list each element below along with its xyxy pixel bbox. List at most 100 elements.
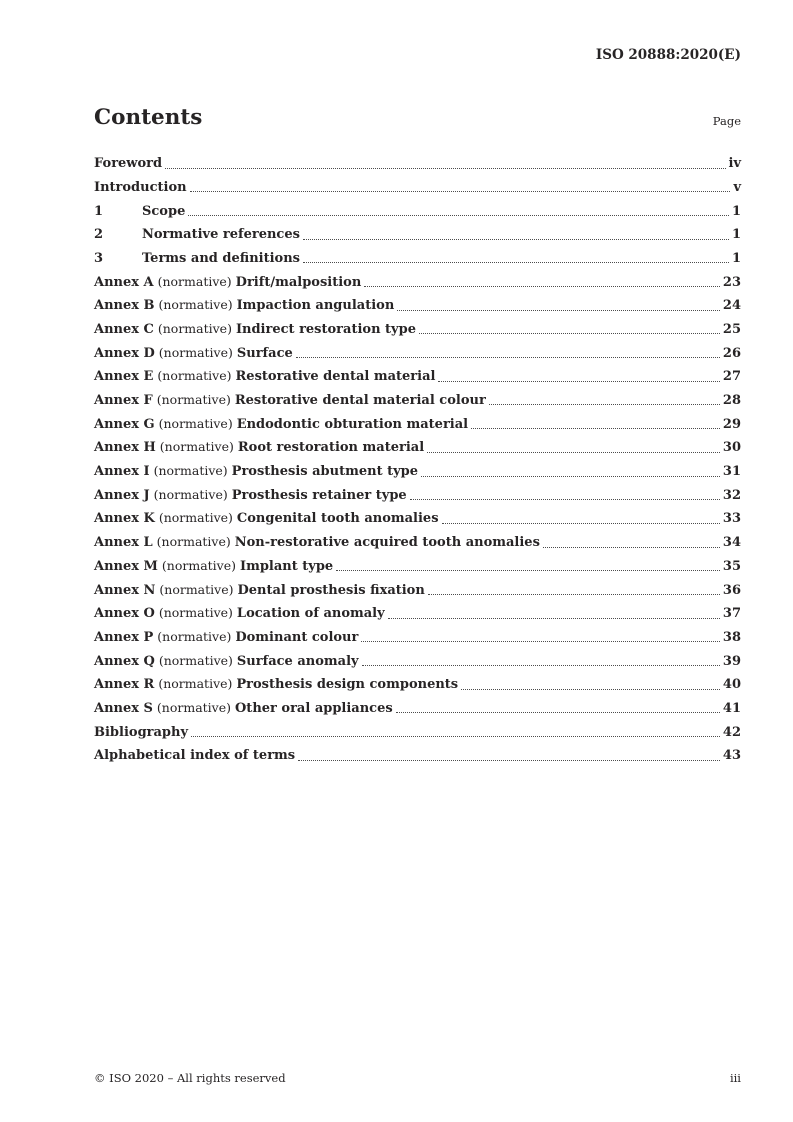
dotted-leader bbox=[189, 191, 731, 193]
toc-entry-page-number: 26 bbox=[722, 345, 741, 361]
toc-entry[interactable]: Annex B (normative) Impaction angulation… bbox=[94, 291, 741, 315]
toc-entry[interactable]: Annex E (normative) Restorative dental m… bbox=[94, 362, 741, 386]
toc-entry[interactable]: Bibliography 42 bbox=[94, 717, 741, 741]
toc-list: Foreword iv Introduction v 1 Scope 1 2 Nor… bbox=[94, 148, 741, 764]
copyright-notice: © ISO 2020 – All rights reserved bbox=[94, 1071, 286, 1086]
dotted-leader bbox=[397, 309, 720, 311]
dotted-leader bbox=[295, 357, 720, 359]
toc-entry-label: Annex L (normative) Non-restorative acqu… bbox=[94, 534, 540, 551]
toc-entry-page-number: 29 bbox=[722, 416, 741, 432]
toc-entry-page-number: 38 bbox=[722, 629, 741, 645]
toc-entry-label: 3 Terms and definitions bbox=[94, 250, 300, 266]
dotted-leader bbox=[336, 570, 720, 572]
toc-entry[interactable]: Annex D (normative) Surface 26 bbox=[94, 338, 741, 362]
toc-entry-label: 2 Normative references bbox=[94, 227, 300, 243]
dotted-leader bbox=[421, 475, 720, 477]
toc-entry-page-number: 41 bbox=[722, 700, 741, 716]
contents-header: Contents Page bbox=[94, 104, 741, 130]
toc-entry-label: Annex N (normative) Dental prosthesis fi… bbox=[94, 581, 425, 598]
page-column-label: Page bbox=[712, 113, 741, 128]
toc-entry-page-number: 39 bbox=[722, 653, 741, 669]
toc-entry-label: Annex F (normative) Restorative dental m… bbox=[94, 392, 486, 409]
toc-entry-label: Annex D (normative) Surface bbox=[94, 344, 293, 361]
toc-entry-label: Annex C (normative) Indirect restoration… bbox=[94, 320, 416, 337]
toc-entry-label: Annex J (normative) Prosthesis retainer … bbox=[94, 486, 407, 503]
toc-entry-label: Annex E (normative) Restorative dental m… bbox=[94, 368, 436, 385]
toc-entry[interactable]: 2 Normative references 1 bbox=[94, 219, 741, 243]
toc-entry[interactable]: Annex H (normative) Root restoration mat… bbox=[94, 433, 741, 457]
toc-entry-label: Bibliography bbox=[94, 724, 189, 740]
toc-entry-label: Introduction bbox=[94, 179, 187, 195]
toc-entry[interactable]: Annex P (normative) Dominant colour 38 bbox=[94, 622, 741, 646]
dotted-leader bbox=[488, 404, 720, 406]
toc-entry[interactable]: Annex K (normative) Congenital tooth ano… bbox=[94, 504, 741, 528]
toc-entry-page-number: 33 bbox=[722, 511, 741, 527]
dotted-leader bbox=[461, 688, 720, 690]
toc-entry-page-number: 34 bbox=[722, 535, 741, 551]
dotted-leader bbox=[418, 333, 720, 335]
toc-entry[interactable]: Annex L (normative) Non-restorative acqu… bbox=[94, 527, 741, 551]
toc-entry[interactable]: Annex M (normative) Implant type 35 bbox=[94, 551, 741, 575]
toc-entry[interactable]: Annex S (normative) Other oral appliance… bbox=[94, 693, 741, 717]
dotted-leader bbox=[395, 712, 720, 714]
page-footer: © ISO 2020 – All rights reserved iii bbox=[94, 1071, 741, 1086]
dotted-leader bbox=[361, 665, 720, 667]
page-number: iii bbox=[729, 1071, 741, 1086]
toc-entry-label: Annex P (normative) Dominant colour bbox=[94, 628, 359, 645]
toc-entry[interactable]: 3 Terms and definitions 1 bbox=[94, 243, 741, 267]
toc-entry[interactable]: Annex R (normative) Prosthesis design co… bbox=[94, 670, 741, 694]
toc-entry-label: Annex O (normative) Location of anomaly bbox=[94, 605, 385, 622]
toc-entry[interactable]: Annex N (normative) Dental prosthesis fi… bbox=[94, 575, 741, 599]
toc-entry-page-number: 40 bbox=[722, 677, 741, 693]
dotted-leader bbox=[302, 238, 729, 240]
toc-entry-page-number: 1 bbox=[731, 227, 741, 243]
toc-entry[interactable]: Annex Q (normative) Surface anomaly 39 bbox=[94, 646, 741, 670]
toc-entry-page-number: 28 bbox=[722, 393, 741, 409]
toc-entry-page-number: 27 bbox=[722, 369, 741, 385]
dotted-leader bbox=[364, 286, 720, 288]
dotted-leader bbox=[191, 736, 720, 738]
toc-entry[interactable]: Annex F (normative) Restorative dental m… bbox=[94, 385, 741, 409]
dotted-leader bbox=[471, 428, 720, 430]
toc-entry-label: Annex S (normative) Other oral appliance… bbox=[94, 699, 393, 716]
toc-entry[interactable]: Annex I (normative) Prosthesis abutment … bbox=[94, 456, 741, 480]
toc-entry[interactable]: Annex O (normative) Location of anomaly … bbox=[94, 598, 741, 622]
dotted-leader bbox=[361, 641, 720, 643]
toc-entry-page-number: 32 bbox=[722, 487, 741, 503]
toc-entry-label: Annex A (normative) Drift/malposition bbox=[94, 273, 362, 290]
toc-entry[interactable]: Annex J (normative) Prosthesis retainer … bbox=[94, 480, 741, 504]
dotted-leader bbox=[441, 522, 720, 524]
toc-entry-label: Foreword bbox=[94, 156, 163, 172]
toc-entry-label: Annex H (normative) Root restoration mat… bbox=[94, 439, 425, 456]
toc-entry[interactable]: 1 Scope 1 bbox=[94, 196, 741, 220]
page-content: ISO 20888:2020(E) Contents Page Foreword… bbox=[94, 0, 741, 764]
dotted-leader bbox=[298, 759, 720, 761]
toc-entry[interactable]: Alphabetical index of terms 43 bbox=[94, 741, 741, 765]
toc-entry-label: 1 Scope bbox=[94, 203, 186, 219]
toc-entry-page-number: v bbox=[733, 179, 741, 195]
toc-entry-label: Annex Q (normative) Surface anomaly bbox=[94, 652, 359, 669]
dotted-leader bbox=[438, 380, 720, 382]
dotted-leader bbox=[387, 617, 720, 619]
dotted-leader bbox=[165, 167, 726, 169]
toc-entry[interactable]: Annex C (normative) Indirect restoration… bbox=[94, 314, 741, 338]
toc-entry[interactable]: Annex A (normative) Drift/malposition 23 bbox=[94, 267, 741, 291]
dotted-leader bbox=[542, 546, 720, 548]
toc-entry-page-number: 43 bbox=[722, 748, 741, 764]
toc-entry-page-number: 36 bbox=[722, 582, 741, 598]
contents-title: Contents bbox=[94, 104, 203, 130]
toc-entry-page-number: 42 bbox=[722, 724, 741, 740]
toc-entry-page-number: 24 bbox=[722, 298, 741, 314]
toc-entry[interactable]: Introduction v bbox=[94, 172, 741, 196]
toc-entry[interactable]: Annex G (normative) Endodontic obturatio… bbox=[94, 409, 741, 433]
toc-entry-label: Annex I (normative) Prosthesis abutment … bbox=[94, 463, 419, 480]
dotted-leader bbox=[188, 214, 729, 216]
toc-entry-page-number: 31 bbox=[722, 464, 741, 480]
toc-entry[interactable]: Foreword iv bbox=[94, 148, 741, 172]
toc-entry-page-number: 1 bbox=[731, 250, 741, 266]
dotted-leader bbox=[427, 593, 720, 595]
dotted-leader bbox=[302, 262, 729, 264]
toc-entry-page-number: 35 bbox=[722, 558, 741, 574]
toc-entry-label: Annex K (normative) Congenital tooth ano… bbox=[94, 510, 439, 527]
